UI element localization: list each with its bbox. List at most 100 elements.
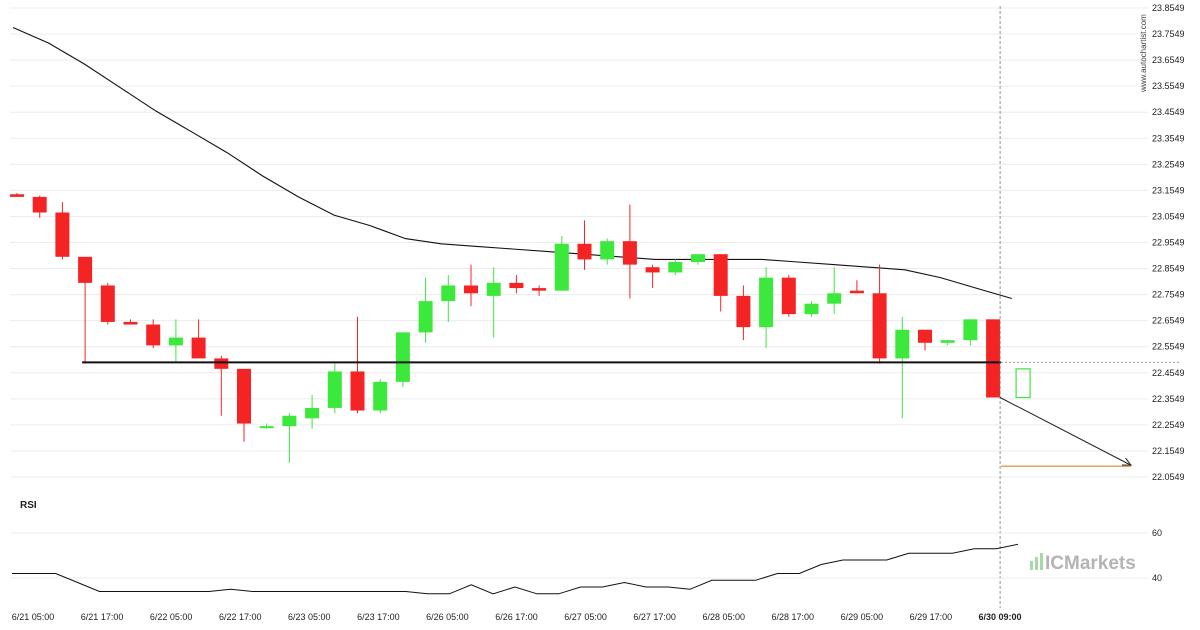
price-tick-label: 22.5549 — [1152, 342, 1185, 352]
candle — [713, 254, 728, 312]
candle — [577, 220, 592, 270]
rsi-line — [12, 543, 1019, 595]
price-tick-label: 23.8549 — [1152, 3, 1185, 13]
candle — [100, 282, 115, 325]
candle — [736, 285, 751, 341]
candle-body — [214, 358, 229, 369]
candle — [849, 280, 864, 294]
candle — [464, 264, 478, 307]
price-tick-label: 23.1549 — [1152, 185, 1185, 195]
candle-body — [918, 329, 932, 343]
time-tick-label: 6/26 17:00 — [495, 612, 538, 622]
rsi-label: RSI — [20, 500, 37, 511]
candle — [759, 267, 774, 348]
candle — [622, 204, 637, 299]
candle — [78, 256, 93, 364]
price-tick-label: 23.7549 — [1152, 29, 1185, 39]
candle-body — [736, 295, 751, 328]
time-tick-label: 6/21 05:00 — [12, 612, 55, 622]
candle — [509, 275, 524, 294]
candle — [940, 340, 955, 346]
price-tick-label: 23.0549 — [1152, 211, 1185, 221]
candle-body — [168, 337, 183, 346]
grid-lines — [10, 7, 1148, 478]
rsi-tick-label: 40 — [1152, 573, 1162, 583]
candle-body — [327, 371, 342, 408]
candle — [645, 264, 660, 289]
candle-body — [827, 293, 842, 304]
candle-body — [10, 194, 24, 197]
candle — [191, 319, 206, 359]
candle-body — [395, 332, 410, 382]
candle — [804, 301, 819, 317]
candle — [350, 316, 365, 414]
candle — [532, 285, 547, 296]
candle — [168, 319, 183, 362]
candle-body — [100, 285, 115, 322]
rsi-tick-label: 60 — [1152, 528, 1162, 538]
candle-body — [963, 319, 978, 341]
candle-body — [713, 254, 728, 296]
candle — [395, 332, 410, 388]
price-tick-label: 22.9549 — [1152, 238, 1185, 248]
price-tick-label: 23.4549 — [1152, 107, 1185, 117]
candle-body — [259, 426, 274, 429]
time-axis: 6/21 05:00 6/21 17:00 6/22 05:00 6/22 17:00… — [12, 612, 1022, 622]
candle-body — [804, 303, 819, 315]
candle — [918, 329, 932, 351]
candle-body — [509, 282, 524, 289]
time-tick-label: 6/22 17:00 — [219, 612, 262, 622]
candle — [123, 319, 138, 325]
candle — [600, 238, 615, 265]
price-tick-label: 22.2549 — [1152, 420, 1185, 430]
price-tick-label: 23.5549 — [1152, 81, 1185, 91]
price-tick-label: 23.6549 — [1152, 55, 1185, 65]
price-tick-label: 22.1549 — [1152, 446, 1185, 456]
candle-body — [32, 196, 47, 213]
candles-layer — [10, 192, 1001, 463]
candle — [55, 202, 70, 260]
candle — [373, 379, 388, 414]
watermark-text: www.autochartist.com — [1139, 14, 1148, 93]
candle — [554, 235, 569, 291]
price-tick-label: 23.3549 — [1152, 133, 1185, 143]
price-tick-label: 22.7549 — [1152, 290, 1185, 300]
candle — [872, 264, 887, 364]
candle-body — [305, 407, 320, 419]
candle-body — [895, 329, 910, 359]
candle — [781, 275, 796, 317]
candle — [10, 192, 24, 197]
candle — [691, 254, 705, 265]
candle-body — [486, 282, 501, 296]
candle — [146, 319, 161, 348]
candle-body — [872, 293, 887, 359]
projected-candle — [1015, 368, 1031, 399]
candle-body — [577, 243, 592, 260]
time-tick-label: 6/27 17:00 — [633, 612, 676, 622]
candle-body — [668, 262, 683, 273]
candle-body — [350, 371, 365, 411]
candle-body — [986, 319, 1001, 398]
candle-body — [282, 415, 297, 427]
forecast-arrow-head — [1121, 457, 1133, 466]
candle — [963, 319, 978, 346]
time-tick-label: 6/28 17:00 — [772, 612, 815, 622]
price-tick-label: 22.8549 — [1152, 264, 1185, 274]
price-axis: 23.8549 23.7549 23.6549 23.5549 23.4549 23.35… — [1152, 3, 1185, 482]
time-tick-label: 6/23 17:00 — [357, 612, 400, 622]
candle-body — [55, 212, 70, 257]
moving-average-line — [12, 26, 1012, 300]
moving-average-layer — [12, 26, 1012, 300]
time-tick-label: 6/21 17:00 — [81, 612, 124, 622]
time-tick-label: 6/22 05:00 — [150, 612, 193, 622]
candle-body — [645, 267, 660, 273]
candle-body — [940, 340, 955, 343]
candle — [486, 267, 501, 338]
candle — [305, 394, 320, 429]
candle-body — [191, 337, 206, 359]
price-tick-label: 22.3549 — [1152, 394, 1185, 404]
candle — [32, 195, 47, 218]
candle-body — [622, 241, 637, 265]
candle-body — [78, 256, 93, 283]
